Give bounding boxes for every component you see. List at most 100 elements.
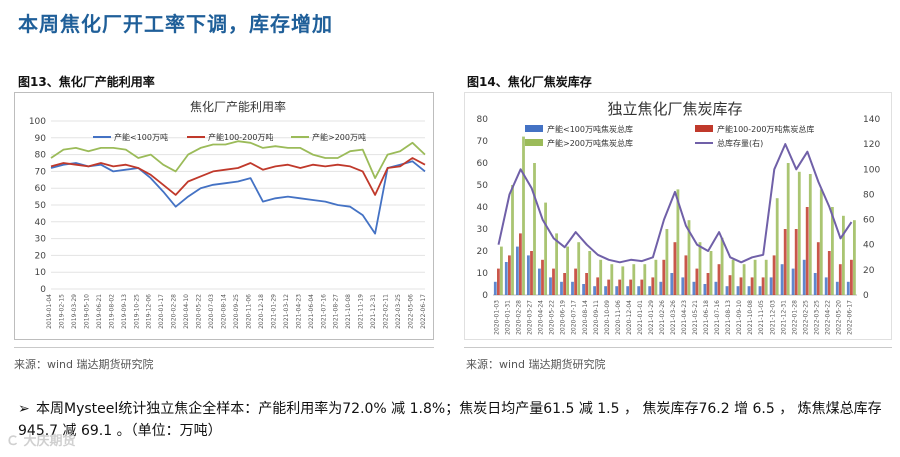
x-tick-label: 2020-09-11: [593, 300, 600, 335]
x-tick-label: 2020-05-22: [549, 300, 556, 335]
bar: [582, 284, 585, 295]
x-tick-label: 2019-01-04: [46, 294, 53, 329]
x-tick-label: 2019-12-06: [146, 294, 153, 329]
y-right-tick-label: 120: [863, 140, 880, 150]
bar: [538, 268, 541, 295]
bar: [742, 264, 746, 295]
x-tick-label: 2020-05-22: [196, 294, 203, 329]
summary-text: 本周Mysteel统计独立焦企全样本：产能利用率为72.0% 减 1.8%；焦炭…: [18, 401, 882, 439]
x-tick-label: 2020-11-06: [615, 300, 622, 335]
bar: [808, 174, 812, 295]
x-tick-label: 2021-01-29: [648, 300, 655, 335]
x-tick-label: 2021-08-27: [333, 294, 340, 329]
y-right-tick-label: 0: [863, 291, 869, 301]
bar: [802, 259, 806, 295]
bar: [813, 273, 817, 295]
bar: [709, 251, 713, 295]
bar: [544, 202, 547, 295]
bar: [516, 246, 519, 295]
x-tick-label: 2020-12-04: [626, 300, 633, 335]
y-tick-label: 90: [35, 134, 47, 144]
x-tick-label: 2020-01-03: [494, 300, 501, 335]
bar: [519, 233, 522, 295]
legend-label: 总库存量(右): [717, 138, 763, 148]
bar: [563, 273, 566, 295]
bar: [504, 262, 508, 295]
bar: [610, 264, 614, 295]
x-tick-label: 2019-03-29: [71, 294, 78, 329]
legend-label: 产能>200万吨焦炭总库: [547, 138, 633, 148]
bar: [673, 242, 677, 295]
bar: [618, 279, 622, 295]
x-tick-label: 2021-01-29: [270, 294, 277, 329]
x-tick-label: 2019-10-25: [133, 294, 140, 329]
bar: [593, 286, 596, 295]
y-right-tick-label: 40: [863, 241, 875, 251]
bar: [747, 286, 751, 295]
x-tick-label: 2021-06-18: [703, 300, 710, 335]
y-right-tick-label: 140: [863, 115, 880, 125]
x-tick-label: 2021-07-16: [714, 300, 721, 335]
x-tick-label: 2020-07-03: [208, 294, 215, 329]
coke-inventory-svg: 独立焦化厂焦炭库存 0 10 20 30 40 50 60 70 80 0 20 40 60 80 100 12…: [477, 100, 881, 335]
x-tick-label: 2021-11-05: [758, 300, 765, 335]
bar: [676, 189, 680, 295]
y-left-tick-label: 20: [477, 247, 489, 257]
x-tick-label: 2020-06-19: [560, 300, 567, 335]
x-tick-label: 2022-06-17: [420, 294, 427, 329]
y-left-tick-label: 40: [477, 203, 489, 213]
bar: [835, 281, 839, 295]
bar: [780, 264, 784, 295]
watermark-logo: Ｃ 大庆期货: [6, 434, 76, 449]
bar: [643, 264, 647, 295]
x-tick-label: 2021-03-12: [283, 294, 290, 329]
x-tick-label: 2022-03-25: [395, 294, 402, 329]
bar: [533, 163, 536, 295]
chart-capacity-utilization: 焦化厂产能利用率 0 10 20 30 40 50 60 70 80 90 100 2019-01-04…: [14, 92, 434, 340]
x-tick-label: 2021-02-26: [659, 300, 666, 335]
bar: [511, 185, 514, 295]
bar: [530, 251, 533, 295]
bar: [604, 286, 607, 295]
bar: [508, 255, 511, 295]
bar: [527, 255, 530, 295]
bar: [764, 259, 768, 295]
bar: [758, 286, 762, 295]
y-right-tick-label: 60: [863, 216, 875, 226]
x-tick-label: 2021-10-08: [747, 300, 754, 335]
y-left-tick-label: 80: [477, 115, 489, 125]
bar: [585, 273, 588, 295]
bar: [816, 242, 820, 295]
capacity-utilization-svg: 焦化厂产能利用率 0 10 20 30 40 50 60 70 80 90 100 2019-01-04…: [29, 99, 427, 329]
bar: [717, 264, 721, 295]
x-tick-label: 2020-12-18: [258, 294, 265, 329]
x-tick-label: 2022-04-22: [824, 300, 831, 335]
x-tick-label: 2019-05-10: [83, 294, 90, 329]
legend-label: 产能100-200万吨焦炭总库: [717, 124, 814, 134]
bar: [648, 286, 652, 295]
x-tick-label: 2022-06-17: [846, 300, 853, 335]
chart-title: 独立焦化厂焦炭库存: [607, 100, 742, 118]
bar: [731, 259, 735, 295]
chart-coke-inventory: 独立焦化厂焦炭库存 0 10 20 30 40 50 60 70 80 0 20 40 60 80 100 12…: [464, 92, 892, 340]
y-right-tick-label: 20: [863, 266, 875, 276]
bar: [555, 233, 558, 295]
bar: [571, 281, 574, 295]
bar: [577, 242, 581, 295]
legend-label: 产能<100万吨: [114, 132, 168, 142]
x-tick-label: 2020-01-17: [158, 294, 165, 329]
bar: [794, 229, 798, 295]
bar: [522, 136, 525, 295]
x-tick-label: 2021-08-13: [725, 300, 732, 335]
y-left-tick-label: 10: [477, 269, 489, 279]
bar: [497, 268, 500, 295]
bar: [739, 277, 743, 295]
bar: [838, 264, 842, 295]
x-tick-label: 2019-06-21: [96, 294, 103, 329]
bar: [824, 277, 828, 295]
bar: [769, 277, 773, 295]
y-tick-label: 10: [35, 268, 47, 278]
bar: [637, 286, 641, 295]
bar: [786, 163, 790, 295]
series-line: [50, 140, 426, 179]
